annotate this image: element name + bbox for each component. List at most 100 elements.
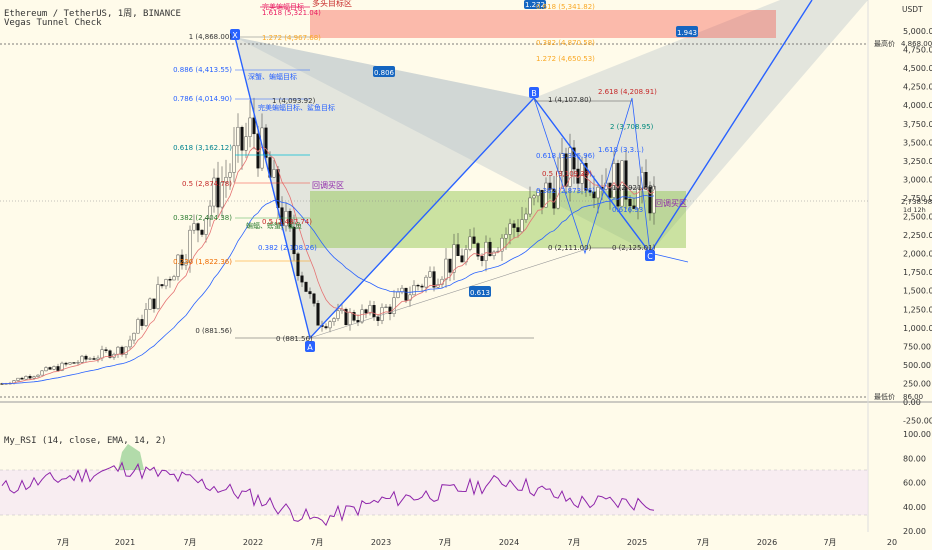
symbol-legend[interactable]: Ethereum / TetherUS, 1周, BINANCE — [4, 9, 181, 19]
candle — [40, 370, 44, 376]
pattern-point-a[interactable]: A — [305, 341, 315, 352]
price-tick: 1,750.00 — [903, 268, 932, 277]
indicator-legend[interactable]: Vegas Tunnel Check — [4, 18, 102, 28]
price-tick: 3,750.00 — [903, 120, 932, 129]
target-sub-label: 完美蝙蝠目标 — [262, 2, 304, 11]
candle — [348, 312, 352, 326]
candle — [384, 306, 388, 308]
candle — [56, 366, 60, 371]
candle — [148, 298, 152, 310]
candle — [412, 284, 416, 296]
time-tick: 2024 — [499, 538, 519, 547]
pattern-point-c[interactable]: C — [645, 250, 655, 261]
candle — [248, 117, 252, 137]
candle — [116, 346, 120, 355]
candle — [156, 284, 160, 309]
candle — [476, 243, 480, 257]
candle — [388, 306, 392, 314]
candle — [220, 182, 224, 208]
svg-text:1 (4,093.92): 1 (4,093.92) — [272, 97, 316, 105]
candle — [168, 279, 172, 281]
pattern-a-label: A — [307, 343, 313, 352]
candle — [16, 377, 20, 381]
candle — [124, 346, 128, 355]
candle — [32, 376, 36, 379]
candle — [548, 182, 552, 190]
candle — [428, 271, 432, 278]
fib-lines — [235, 6, 652, 339]
candle — [312, 293, 316, 304]
candle — [404, 287, 408, 301]
candle — [144, 309, 148, 326]
time-axis: 7月 2021 7月 2022 7月 2023 7月 2024 7月 2025 7月 2026 7月 20 — [56, 538, 897, 547]
candle — [64, 362, 68, 365]
candle — [228, 172, 232, 178]
candle — [188, 229, 192, 263]
price-tick: 250.00 — [903, 379, 931, 388]
candle — [212, 177, 216, 207]
candle — [364, 309, 368, 314]
price-tick: 1,500.00 — [903, 287, 932, 296]
candle — [152, 298, 156, 309]
candle — [80, 355, 84, 363]
candle — [192, 223, 196, 231]
candle — [24, 376, 28, 380]
candle — [460, 255, 464, 263]
current-price-label: 2,738.98 — [901, 198, 932, 206]
candle — [380, 307, 384, 321]
candle — [540, 189, 544, 208]
price-tick: 1,000.00 — [903, 324, 932, 333]
price-tick: 3,250.00 — [903, 157, 932, 166]
rsi-band — [0, 470, 868, 515]
candle — [284, 210, 288, 227]
candle — [360, 309, 364, 323]
candle — [432, 271, 436, 288]
candle — [396, 291, 400, 298]
candle — [444, 258, 448, 280]
svg-text:0.382 (2,108.26): 0.382 (2,108.26) — [258, 244, 317, 252]
svg-text:0.236 (1,822.36): 0.236 (1,822.36) — [173, 258, 232, 266]
candle — [120, 346, 124, 355]
candle — [472, 236, 476, 244]
candle — [184, 262, 188, 266]
price-tick: -250.00 — [903, 417, 932, 426]
rsi-overbought-fill — [118, 444, 144, 470]
svg-text:0.5 (3,109.39): 0.5 (3,109.39) — [542, 170, 592, 178]
price-tick: 500.00 — [903, 361, 931, 370]
candle — [376, 316, 380, 321]
pattern-point-x[interactable]: X — [230, 29, 240, 40]
svg-text:0.382 (2,404.38): 0.382 (2,404.38) — [173, 214, 232, 222]
candle — [328, 321, 332, 329]
candle — [508, 223, 512, 235]
candle — [448, 258, 452, 273]
candle — [300, 275, 304, 283]
candle — [256, 133, 260, 169]
svg-text:0.786 (4,014.90): 0.786 (4,014.90) — [173, 95, 232, 103]
candle — [456, 244, 460, 256]
candle — [132, 332, 136, 341]
high-value: 4,868.00 — [901, 40, 932, 48]
candle — [332, 318, 336, 322]
pattern-point-b[interactable]: B — [529, 87, 539, 98]
candle — [204, 218, 208, 235]
svg-text:0 (2,125.01): 0 (2,125.01) — [612, 244, 656, 252]
currency-label[interactable]: USDT — [902, 5, 923, 14]
price-tick: 4,250.00 — [903, 83, 932, 92]
candle — [160, 284, 164, 287]
candle — [72, 362, 76, 364]
candle — [468, 236, 472, 250]
svg-text:0.618 (5,341.82): 0.618 (5,341.82) — [536, 3, 595, 11]
time-tick: 2023 — [371, 538, 391, 547]
candle — [296, 253, 300, 277]
candle — [308, 291, 312, 295]
candle — [100, 349, 104, 359]
candle — [608, 182, 612, 198]
candle — [480, 255, 484, 261]
svg-text:0.618 (3,345.96): 0.618 (3,345.96) — [536, 152, 595, 160]
rsi-tick: 20.00 — [903, 527, 926, 536]
candle — [572, 147, 576, 170]
rsi-legend[interactable]: My_RSI (14, close, EMA, 14, 2) — [4, 436, 167, 446]
candle — [304, 281, 308, 292]
candle — [84, 355, 88, 360]
